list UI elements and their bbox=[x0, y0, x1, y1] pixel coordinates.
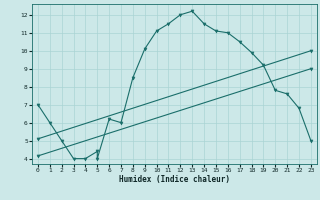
X-axis label: Humidex (Indice chaleur): Humidex (Indice chaleur) bbox=[119, 175, 230, 184]
